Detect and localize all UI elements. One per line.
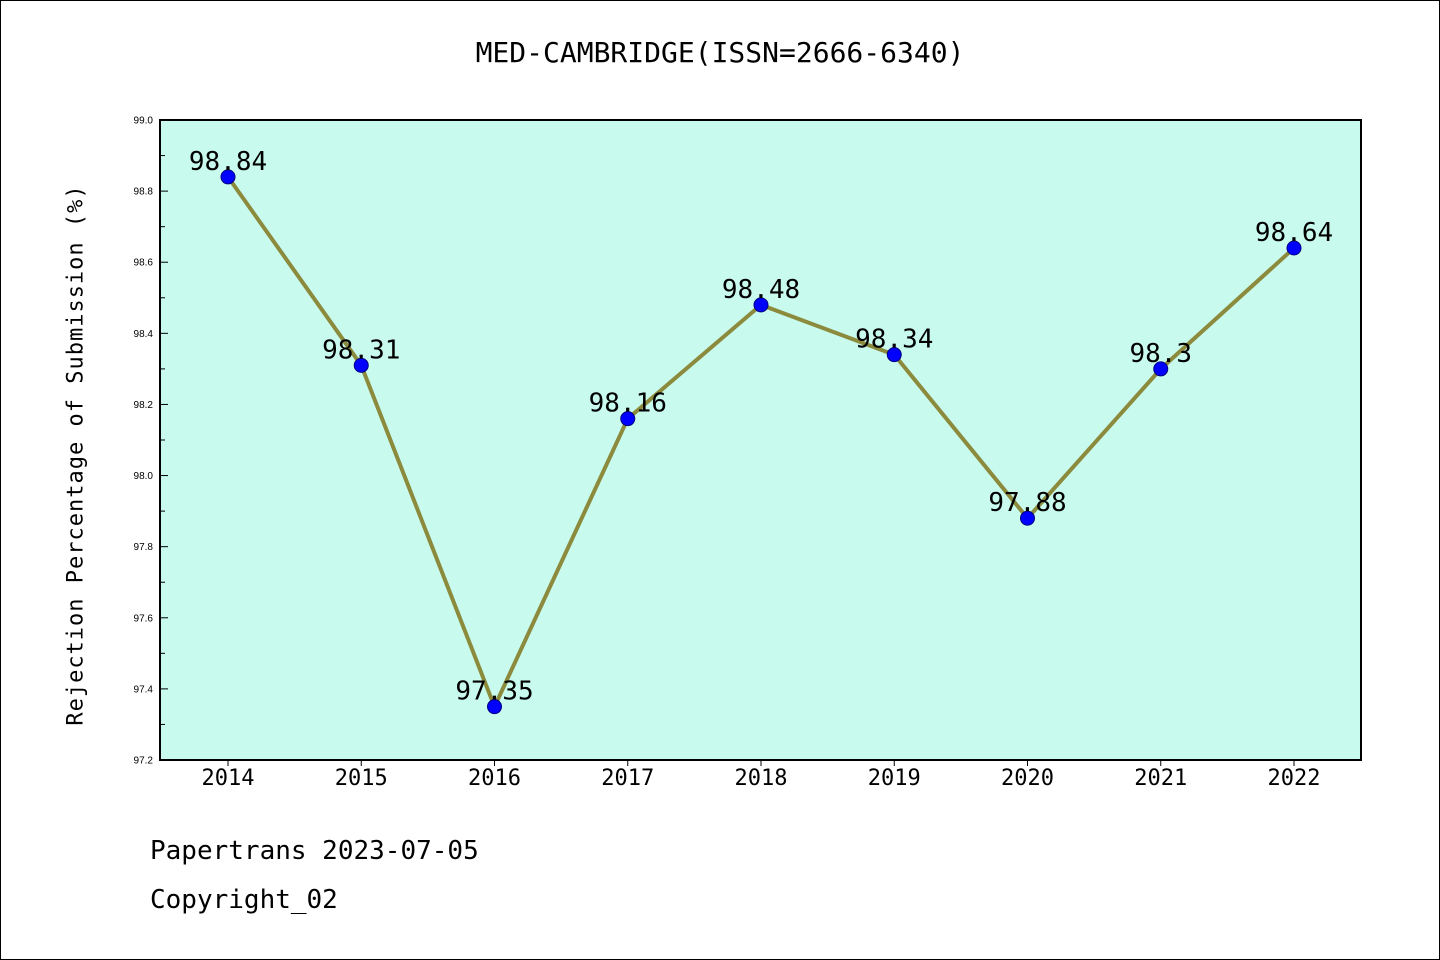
data-point — [353, 357, 369, 373]
footer-date: Papertrans 2023-07-05 — [150, 836, 479, 866]
y-tick-label: 98.8 — [134, 187, 154, 198]
data-point — [220, 169, 236, 185]
data-label: 98.64 — [1255, 218, 1333, 248]
data-label: 98.48 — [722, 275, 800, 305]
plot-area — [160, 120, 1361, 760]
x-tick-label: 2020 — [1001, 766, 1054, 791]
x-tick-label: 2021 — [1134, 766, 1187, 791]
footer-copyright: Copyright_02 — [150, 885, 338, 915]
y-tick-label: 98.2 — [134, 400, 154, 411]
x-tick-label: 2017 — [601, 766, 654, 791]
x-tick-label: 2015 — [335, 766, 388, 791]
x-tick-label: 2016 — [468, 766, 521, 791]
x-tick-label: 2018 — [735, 766, 788, 791]
data-point — [753, 297, 769, 313]
data-point — [487, 699, 502, 715]
data-label: 98.16 — [589, 389, 667, 419]
plot-border — [159, 119, 1362, 761]
x-tick-label: 2022 — [1268, 766, 1321, 791]
data-label: 97.35 — [455, 677, 533, 707]
chart-title: MED-CAMBRIDGE(ISSN=2666-6340) — [475, 36, 965, 69]
y-tick-label: 97.2 — [134, 756, 154, 767]
data-label: 98.34 — [855, 325, 933, 355]
y-tick-label: 98.0 — [134, 471, 154, 482]
y-tick-label: 97.6 — [134, 613, 154, 624]
x-tick-label: 2014 — [202, 766, 255, 791]
y-tick-label: 98.4 — [134, 329, 154, 340]
y-tick-label: 97.4 — [134, 684, 154, 695]
data-point — [620, 411, 636, 427]
data-point — [886, 347, 902, 363]
y-tick-label: 99.0 — [134, 116, 154, 127]
data-label: 98.3 — [1129, 339, 1192, 369]
data-point — [1153, 361, 1169, 377]
data-point — [1286, 240, 1302, 256]
data-point — [1020, 510, 1035, 526]
y-tick-label: 97.8 — [134, 542, 154, 553]
y-tick-label: 98.6 — [134, 258, 154, 269]
data-label: 98.84 — [189, 147, 267, 177]
x-tick-label: 2019 — [868, 766, 921, 791]
data-label: 97.88 — [988, 488, 1066, 518]
data-label: 98.31 — [322, 335, 400, 365]
